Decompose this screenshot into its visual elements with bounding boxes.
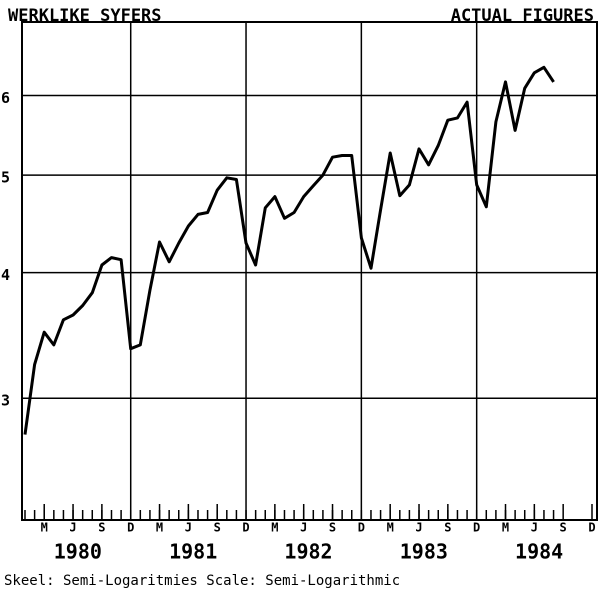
plot-frame [21, 21, 598, 521]
y-tick-label: 6 [1, 89, 10, 107]
x-tick-label: S [98, 521, 105, 535]
x-tick-label: M [271, 521, 278, 535]
year-label: 1983 [400, 540, 448, 564]
x-tick-label: J [300, 521, 307, 535]
x-tick-label: D [588, 521, 595, 535]
year-label: 1984 [515, 540, 563, 564]
x-tick-label: S [329, 521, 336, 535]
x-tick-label: J [185, 521, 192, 535]
y-tick-label: 3 [1, 392, 10, 410]
footer: Skeel: Semi-Logaritmies Scale: Semi-Loga… [4, 573, 400, 589]
x-tick-label: M [41, 521, 48, 535]
x-tick-label: M [387, 521, 394, 535]
x-tick-label: S [560, 521, 567, 535]
year-label: 1982 [284, 540, 332, 564]
x-tick-label: D [127, 521, 134, 535]
x-tick-label: D [358, 521, 365, 535]
year-label: 1981 [169, 540, 217, 564]
y-tick-label: 4 [1, 266, 10, 284]
x-tick-label: S [214, 521, 221, 535]
y-tick-label: 5 [1, 169, 10, 187]
x-tick-label: J [69, 521, 76, 535]
x-tick-label: M [156, 521, 163, 535]
x-tick-label: D [242, 521, 249, 535]
x-tick-label: M [502, 521, 509, 535]
x-tick-label: J [415, 521, 422, 535]
x-tick-label: S [444, 521, 451, 535]
x-tick-label: D [473, 521, 480, 535]
x-tick-label: J [531, 521, 538, 535]
year-label: 1980 [54, 540, 102, 564]
data-line [23, 65, 555, 435]
